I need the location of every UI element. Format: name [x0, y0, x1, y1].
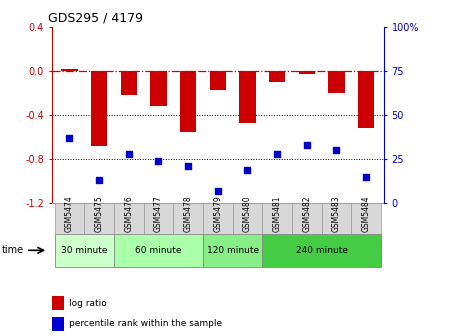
Bar [328, 71, 344, 93]
Bar [358, 71, 374, 128]
Text: GSM5476: GSM5476 [124, 196, 133, 232]
Text: GSM5482: GSM5482 [302, 196, 311, 232]
Point [362, 174, 370, 179]
Point [333, 148, 340, 153]
Text: GSM5477: GSM5477 [154, 196, 163, 232]
Text: GSM5478: GSM5478 [184, 196, 193, 232]
Text: GSM5474: GSM5474 [65, 196, 74, 232]
Bar [52, 317, 64, 331]
Point [96, 178, 103, 183]
Bar [269, 71, 285, 82]
Text: 120 minute: 120 minute [207, 246, 259, 255]
Text: 240 minute: 240 minute [295, 246, 348, 255]
Text: percentile rank within the sample: percentile rank within the sample [69, 319, 222, 328]
Text: GSM5484: GSM5484 [361, 196, 370, 232]
Text: GSM5481: GSM5481 [273, 196, 282, 232]
Point [125, 151, 132, 157]
Bar [114, 234, 203, 267]
Bar [91, 71, 107, 146]
Text: GSM5475: GSM5475 [95, 196, 104, 232]
Text: GSM5480: GSM5480 [243, 196, 252, 232]
Bar [180, 71, 196, 132]
Bar [203, 203, 233, 264]
Bar [55, 234, 114, 267]
Point [303, 142, 310, 148]
Bar [61, 69, 78, 71]
Point [66, 135, 73, 141]
Bar [262, 203, 292, 264]
Bar [321, 203, 351, 264]
Bar [210, 71, 226, 90]
Text: 60 minute: 60 minute [135, 246, 182, 255]
Bar [150, 71, 167, 106]
Text: 30 minute: 30 minute [61, 246, 107, 255]
Point [214, 188, 221, 194]
Bar [144, 203, 173, 264]
Bar [351, 203, 381, 264]
Bar [55, 203, 84, 264]
Bar [262, 234, 381, 267]
Point [244, 167, 251, 172]
Bar [299, 71, 315, 74]
Bar [52, 296, 64, 310]
Text: GSM5483: GSM5483 [332, 196, 341, 232]
Bar [233, 203, 262, 264]
Point [273, 151, 281, 157]
Bar [292, 203, 321, 264]
Text: GSM5479: GSM5479 [213, 196, 222, 232]
Text: time: time [2, 245, 24, 255]
Point [185, 164, 192, 169]
Bar [173, 203, 203, 264]
Bar [203, 234, 262, 267]
Bar [121, 71, 137, 95]
Bar [239, 71, 255, 123]
Text: GDS295 / 4179: GDS295 / 4179 [48, 11, 143, 24]
Bar [114, 203, 144, 264]
Bar [84, 203, 114, 264]
Text: log ratio: log ratio [69, 299, 107, 308]
Point [155, 158, 162, 164]
